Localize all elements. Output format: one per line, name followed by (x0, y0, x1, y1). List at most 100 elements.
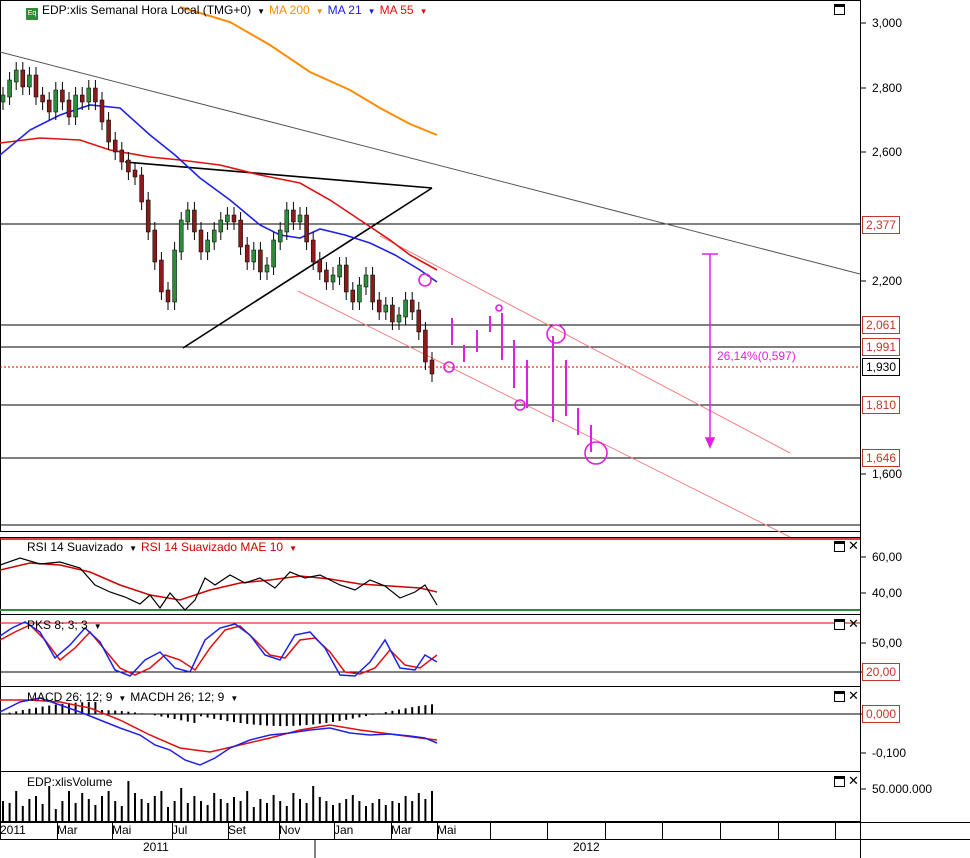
maximize-button[interactable] (834, 776, 845, 787)
candle-body (60, 89, 65, 103)
candle-body (106, 119, 111, 143)
candle-body (291, 209, 296, 223)
candle-body (343, 264, 349, 293)
x-axis-month: Nov (279, 823, 301, 837)
chevron-down-icon[interactable]: ▼ (289, 544, 297, 553)
candle-body (119, 149, 125, 163)
candle-body (376, 299, 382, 313)
price-tick: 2,800 (872, 81, 903, 95)
chevron-down-icon[interactable]: ▼ (230, 694, 239, 703)
rsi-tick: 60,00 (872, 550, 903, 564)
ma55-label[interactable]: MA 55 (379, 3, 414, 17)
candle-body (396, 314, 402, 323)
x-axis-month: 2011 (0, 823, 26, 837)
chevron-down-icon[interactable]: ▼ (93, 622, 102, 631)
candle-body (185, 209, 191, 223)
candle-body (383, 304, 389, 313)
price-candles (0, 62, 435, 382)
close-icon[interactable]: ✕ (848, 538, 859, 553)
rsi-tick: 40,00 (872, 586, 903, 600)
candle-body (159, 259, 164, 293)
candle-body (53, 89, 59, 113)
candle-body (231, 214, 237, 223)
x-axis-year: 2012 (573, 840, 600, 854)
candle-body (27, 74, 32, 88)
candle-body (145, 199, 151, 233)
maximize-button[interactable] (834, 541, 845, 552)
candle-body (258, 249, 263, 273)
x-axis-month: Jan (334, 823, 354, 837)
chevron-down-icon[interactable]: ▼ (367, 7, 376, 16)
candle-body (429, 359, 435, 375)
price-level-label: 1,991 (862, 338, 901, 356)
candle-body (13, 69, 19, 83)
candle-body (152, 229, 158, 263)
macdh-label[interactable]: MACDH 26; 12; 9 (130, 690, 225, 704)
candle-body (33, 74, 39, 98)
chart-header: Eq EDP:xlis Semanal Hora Local (TMG+0) ▼ MA… (26, 3, 432, 20)
pks-label[interactable]: PKS 8; 3; 3 (27, 618, 88, 632)
close-icon[interactable]: ✕ (848, 688, 859, 703)
pks-tick: 50,00 (872, 636, 903, 650)
candle-body (126, 159, 131, 173)
candle-body (178, 219, 184, 253)
maximize-button[interactable] (834, 619, 845, 630)
candle-body (416, 309, 422, 333)
candle-body (132, 169, 138, 178)
candle-body (350, 289, 356, 303)
pks-level-label: 20,00 (862, 663, 901, 681)
candle-body (390, 304, 395, 323)
price-level-label: 2,377 (862, 216, 901, 234)
candle-body (244, 244, 250, 263)
candle-body (409, 299, 415, 313)
chevron-down-icon[interactable]: ▼ (419, 7, 428, 16)
macd-header: MACD 26; 12; 9 ▼ MACDH 26; 12; 9 ▼ (27, 690, 242, 706)
x-axis-month: Mai (437, 823, 457, 837)
candle-body (211, 229, 217, 243)
candle-body (317, 259, 323, 273)
price-tick: 2,200 (872, 274, 903, 288)
chevron-down-icon[interactable]: ▼ (315, 7, 324, 16)
candle-body (370, 274, 375, 303)
macd-label[interactable]: MACD 26; 12; 9 (27, 690, 113, 704)
chart-title[interactable]: EDP:xlis Semanal Hora Local (TMG+0) (42, 3, 252, 17)
candle-body (238, 219, 243, 248)
ma200-label[interactable]: MA 200 (269, 3, 310, 17)
chevron-down-icon[interactable]: ▼ (129, 544, 137, 553)
candle-body (93, 87, 98, 103)
x-axis-month: Set (228, 823, 247, 837)
candle-body (357, 284, 362, 303)
projection-annotation: 26,14%(0,597) (717, 349, 796, 363)
chevron-down-icon[interactable]: ▼ (257, 7, 265, 16)
rsi-mae-label[interactable]: RSI 14 Suavizado MAE 10 (140, 540, 284, 554)
price-level-label: 2,061 (862, 316, 901, 334)
candle-body (277, 229, 283, 243)
candle-body (324, 269, 329, 283)
close-icon[interactable]: ✕ (848, 773, 859, 788)
candle-body (198, 229, 204, 253)
equity-icon: Eq (26, 8, 38, 20)
candle-body (218, 219, 224, 233)
candle-body (310, 239, 316, 263)
candle-body (40, 94, 45, 103)
candle-body (112, 139, 118, 153)
rsi-label[interactable]: RSI 14 Suavizado (27, 540, 124, 554)
volume-header: EDP:xlisVolume (27, 775, 116, 789)
maximize-button[interactable] (834, 4, 845, 15)
ma21-label[interactable]: MA 21 (327, 3, 362, 17)
volume-label[interactable]: EDP:xlisVolume (27, 775, 113, 789)
close-icon[interactable]: ✕ (848, 616, 859, 631)
candle-body (66, 99, 72, 118)
chevron-down-icon[interactable]: ▼ (118, 694, 127, 703)
candle-body (139, 174, 144, 203)
maximize-button[interactable] (834, 691, 845, 702)
candle-body (7, 79, 12, 98)
candle-body (264, 264, 270, 273)
candle-body (225, 214, 230, 223)
candle-body (403, 299, 408, 318)
candle-body (330, 274, 336, 283)
x-axis-month: Mar (57, 823, 78, 837)
candle-body (165, 289, 171, 303)
